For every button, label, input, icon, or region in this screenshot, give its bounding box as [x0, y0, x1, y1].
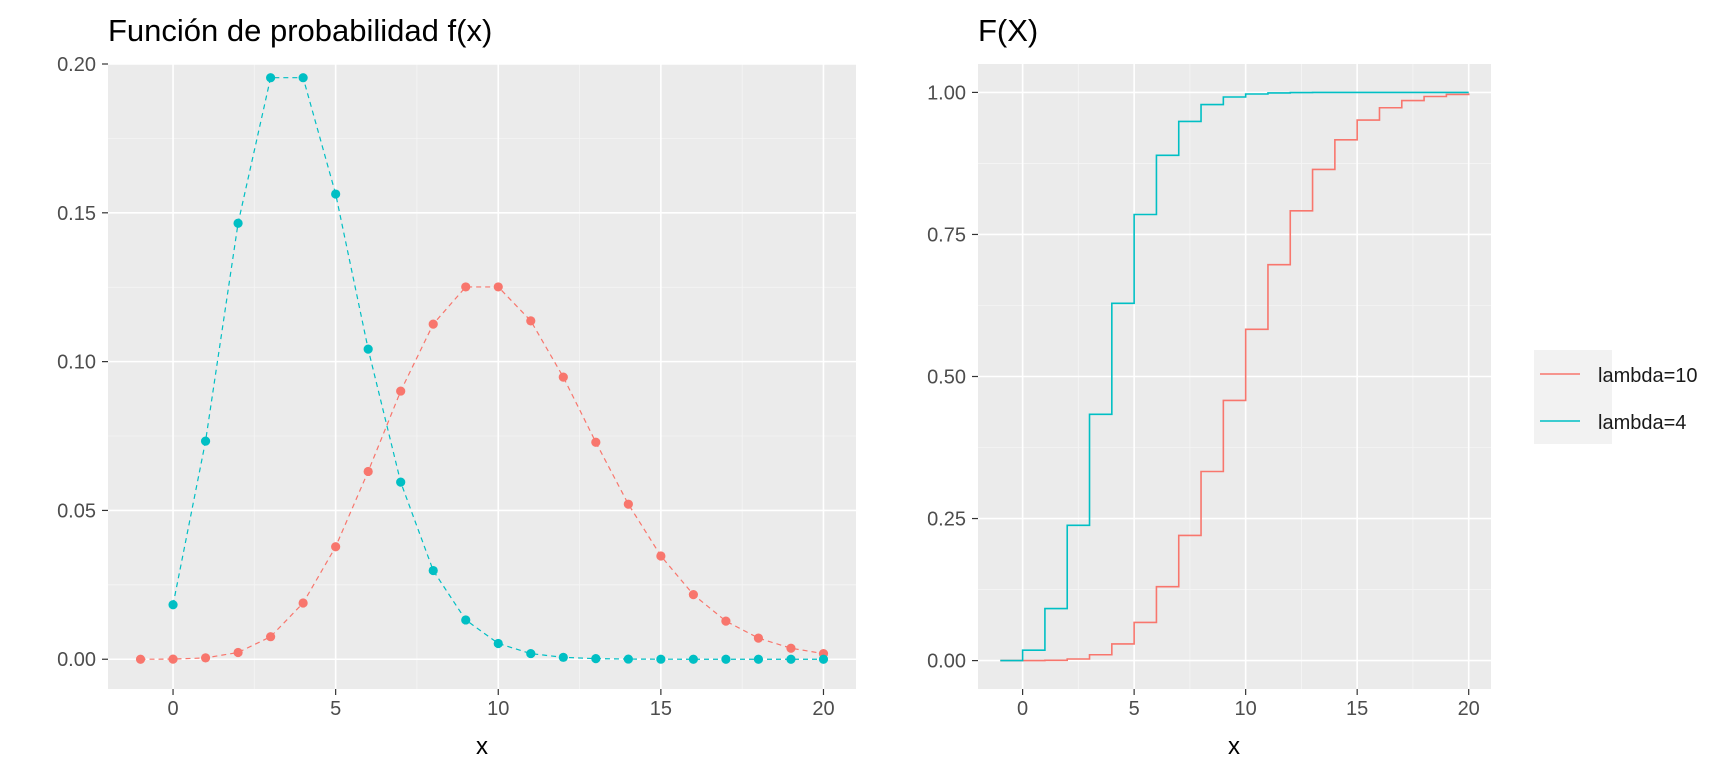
pmf-series-lambda-10-point-12	[558, 372, 568, 382]
cdf-chart: F(X) 0.00 0.25 0.50 0.75 1.00 0 5 10 15 20 x	[927, 13, 1491, 760]
pmf-series-lambda-4-point-15	[656, 654, 666, 664]
cdf-chart-title: F(X)	[978, 13, 1038, 48]
pmf-series-lambda-10-point-16	[688, 590, 698, 600]
pmf-x-axis: 0 5 10 15 20	[167, 689, 835, 720]
pmf-chart-title: Función de probabilidad f(x)	[108, 13, 492, 48]
pmf-series-lambda-4-point-8	[428, 565, 438, 576]
cdf-y-axis: 0.00 0.25 0.50 0.75 1.00	[927, 82, 978, 673]
pmf-series-lambda-10-point--1	[135, 654, 146, 664]
pmf-series-lambda-4-point-17	[721, 654, 731, 664]
cdf-x-axis: 0 5 10 15 20	[1017, 689, 1480, 720]
cdf-series-lambda-4-line	[1000, 91, 1469, 662]
pmf-series-lambda-10-point-5	[331, 542, 341, 552]
pmf-series-lambda-10-point-11	[526, 316, 536, 326]
pmf-series-lambda-10-point-0	[168, 654, 178, 664]
pmf-series-lambda-10-point-7	[396, 386, 406, 396]
pmf-x-tick-label-15: 15	[650, 698, 672, 720]
cdf-series-lambda-10-line	[1000, 93, 1470, 662]
pmf-series-lambda-10-point-17	[721, 616, 731, 626]
pmf-y-tick-label-0-05: 0.05	[57, 500, 96, 522]
pmf-series-lambda-4-point-19	[786, 654, 796, 664]
pmf-series-lambda-10-point-8	[428, 319, 438, 329]
cdf-y-tick-label-0-5: 0.50	[927, 367, 966, 389]
pmf-plot-panel	[108, 64, 856, 689]
pmf-x-tick-label-5: 5	[330, 698, 341, 720]
pmf-series-lambda-4-point-4	[298, 73, 308, 83]
pmf-series-lambda-4-point-13	[591, 654, 601, 664]
cdf-y-tick-label-0: 0.00	[927, 651, 966, 673]
pmf-series-lambda-4-point-11	[526, 648, 536, 659]
pmf-chart: Función de probabilidad f(x) 0.00 0.05 0.1…	[57, 13, 856, 760]
legend-label-lambda-10: lambda=10	[1598, 365, 1698, 387]
pmf-series-lambda-10-point-4	[298, 598, 308, 608]
pmf-series-lambda-10-point-15	[656, 551, 666, 561]
pmf-series-lambda-4-point-2	[233, 218, 243, 228]
pmf-series-lambda-10-point-14	[623, 499, 633, 509]
cdf-series-lambda-10	[1000, 93, 1470, 662]
cdf-series-layer	[1000, 91, 1470, 662]
pmf-series-lambda-10-point-6	[363, 466, 373, 477]
cdf-series-lambda-4	[1000, 91, 1469, 662]
pmf-series-lambda-10-line	[140, 286, 824, 660]
pmf-y-tick-label-0: 0.00	[57, 649, 96, 671]
pmf-y-tick-label-0-1: 0.10	[57, 352, 96, 374]
pmf-series-lambda-10-point-18	[753, 633, 764, 643]
pmf-series-lambda-4-point-16	[688, 654, 698, 664]
cdf-gridlines	[978, 64, 1491, 689]
pmf-series-lambda-4-point-0	[168, 600, 178, 610]
cdf-x-tick-label-15: 15	[1346, 698, 1368, 720]
pmf-series-lambda-4-point-3	[266, 73, 276, 83]
pmf-series-lambda-10-point-10	[493, 282, 503, 292]
pmf-series-lambda-10-point-2	[233, 647, 243, 658]
pmf-series-layer	[135, 73, 829, 664]
cdf-x-tick-label-5: 5	[1129, 698, 1140, 720]
legend-label-lambda-4: lambda=4	[1598, 412, 1686, 434]
pmf-series-lambda-10-point-13	[591, 437, 601, 447]
pmf-x-axis-title: x	[476, 733, 488, 760]
cdf-y-tick-label-0-75: 0.75	[927, 224, 966, 246]
pmf-series-lambda-4-point-7	[396, 477, 406, 487]
pmf-series-lambda-10	[135, 282, 829, 664]
pmf-gridlines	[108, 63, 856, 689]
pmf-x-tick-label-20: 20	[812, 698, 834, 720]
pmf-x-tick-label-10: 10	[487, 698, 509, 720]
pmf-x-tick-label-0: 0	[167, 698, 178, 720]
pmf-y-axis: 0.00 0.05 0.10 0.15 0.20	[57, 54, 108, 671]
cdf-x-tick-label-0: 0	[1017, 698, 1028, 720]
pmf-series-lambda-4-point-9	[461, 615, 471, 625]
pmf-series-lambda-4-point-5	[331, 189, 341, 199]
cdf-x-tick-label-20: 20	[1458, 698, 1480, 720]
pmf-series-lambda-10-point-19	[786, 643, 796, 653]
pmf-series-lambda-4	[168, 73, 829, 664]
cdf-y-tick-label-1: 1.00	[927, 82, 966, 104]
legend-key-background	[1534, 350, 1612, 444]
pmf-series-lambda-4-point-1	[200, 436, 211, 446]
pmf-series-lambda-4-point-14	[623, 654, 633, 664]
pmf-series-lambda-4-point-6	[363, 344, 373, 354]
pmf-y-tick-label-0-15: 0.15	[57, 203, 96, 225]
pmf-series-lambda-4-line	[172, 77, 824, 660]
legend: lambda=10 lambda=4	[1534, 350, 1698, 444]
cdf-x-tick-label-10: 10	[1235, 698, 1257, 720]
pmf-series-lambda-4-point-10	[493, 638, 503, 649]
pmf-series-lambda-4-point-20	[818, 654, 829, 664]
pmf-y-tick-label-0-2: 0.20	[57, 54, 96, 76]
cdf-y-tick-label-0-25: 0.25	[927, 509, 966, 531]
pmf-series-lambda-10-point-9	[461, 282, 471, 292]
pmf-series-lambda-4-point-12	[558, 652, 568, 662]
pmf-series-lambda-4-point-18	[753, 654, 764, 664]
pmf-series-lambda-10-point-1	[200, 653, 211, 663]
pmf-series-lambda-10-point-3	[266, 632, 276, 642]
cdf-x-axis-title: x	[1228, 733, 1240, 760]
